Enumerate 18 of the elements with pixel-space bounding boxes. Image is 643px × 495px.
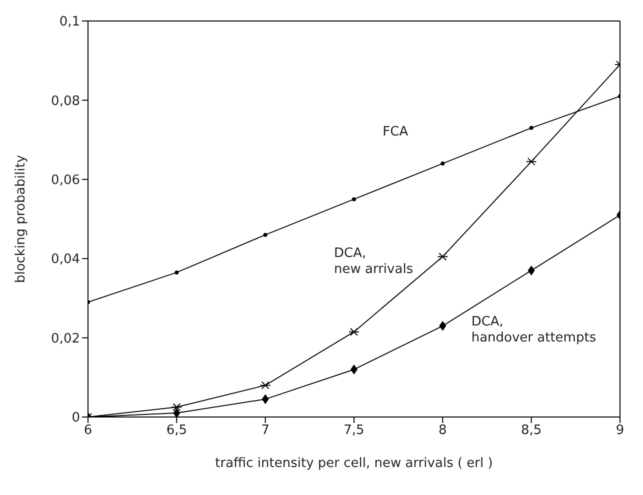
text: FCA xyxy=(382,124,408,140)
x-axis-title: traffic intensity per cell, new arrivals ( erl ) xyxy=(215,456,493,471)
y-tick-label: 0,08 xyxy=(51,94,80,109)
y-axis-title: blocking probability xyxy=(14,154,29,284)
x-tick-label: 9 xyxy=(616,423,624,438)
series-label: DCA, handover attempts xyxy=(471,314,596,346)
x-tick-label: 8,5 xyxy=(520,423,542,438)
x-tick-label: 7 xyxy=(261,423,270,438)
y-tick-label: 0,04 xyxy=(51,252,80,268)
series-label: DCA, new arrivals xyxy=(334,246,414,277)
y-tick-label: 0,06 xyxy=(51,173,80,188)
x-tick-label: 7,5 xyxy=(344,423,364,438)
x-tick-label: 8 xyxy=(438,423,447,438)
y-tick-label: 0,1 xyxy=(59,14,80,30)
x-tick-label: 6 xyxy=(84,423,92,438)
y-tick-label: 0,02 xyxy=(51,331,80,346)
x-tick-label: 6,5 xyxy=(166,423,188,438)
y-tick-label: 0 xyxy=(72,410,80,426)
